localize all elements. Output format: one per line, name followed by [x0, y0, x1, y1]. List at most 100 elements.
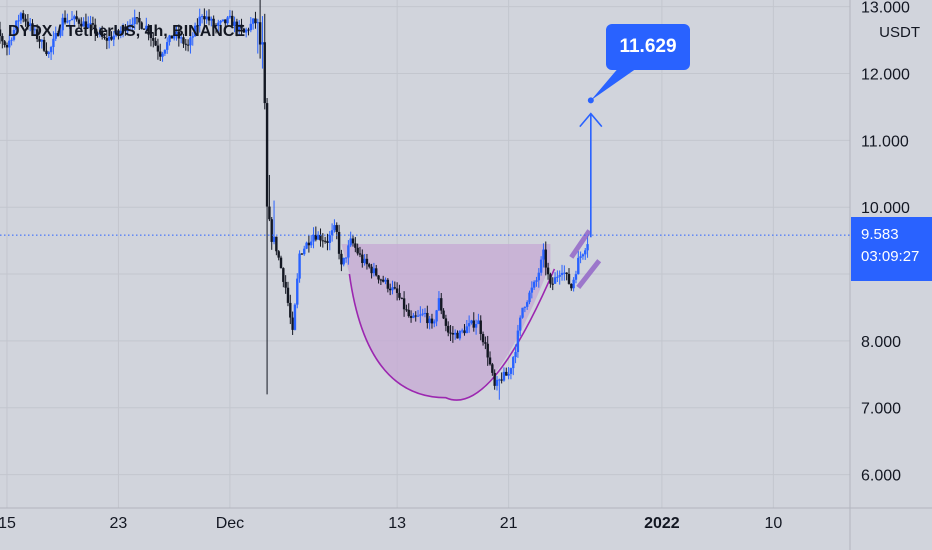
candle	[128, 19, 132, 31]
candle	[52, 31, 55, 55]
candle-body	[372, 268, 376, 274]
candle	[328, 231, 331, 251]
candle	[235, 18, 239, 37]
candle-body	[539, 259, 543, 273]
candle-body	[31, 23, 34, 30]
candle-body	[207, 16, 211, 21]
price-tick-label: 11.000	[861, 133, 909, 150]
candle-body	[161, 53, 164, 57]
candle	[186, 39, 190, 52]
target-price-callout[interactable]: 11.629	[606, 24, 690, 70]
candle-body	[347, 245, 350, 258]
candle-body	[493, 372, 496, 386]
candle-body	[537, 272, 540, 281]
candle-body	[486, 343, 489, 358]
candle-body	[186, 44, 190, 46]
time-tick-label: 2022	[644, 515, 680, 532]
price-tick-label: 12.000	[861, 67, 910, 84]
candle	[91, 16, 95, 29]
candle-body	[407, 309, 410, 317]
candle-body	[147, 25, 150, 35]
candle	[523, 306, 527, 313]
candle-body	[553, 277, 557, 284]
candle-body	[3, 41, 6, 46]
candle	[265, 97, 269, 395]
candle	[384, 277, 387, 285]
candle-body	[375, 268, 378, 276]
candle	[525, 300, 529, 310]
candle	[124, 24, 127, 36]
candle-body	[435, 310, 438, 322]
time-tick-label: 23	[110, 515, 128, 532]
candle-body	[84, 21, 88, 29]
candle	[100, 25, 104, 40]
candle	[54, 26, 57, 42]
candle	[193, 22, 197, 37]
candle-body	[12, 29, 16, 40]
candle-body	[235, 21, 239, 31]
candle-body	[49, 47, 53, 53]
time-axis-panel	[0, 508, 932, 550]
candle	[172, 33, 176, 41]
candle-body	[80, 23, 83, 27]
candle	[293, 303, 297, 331]
candle	[509, 367, 513, 380]
candle	[493, 369, 496, 390]
candle-body	[391, 287, 394, 291]
candle	[565, 272, 568, 281]
candle-body	[38, 39, 41, 42]
candle-body	[409, 316, 413, 318]
candle	[435, 309, 438, 327]
candle	[28, 17, 32, 32]
candle	[298, 250, 301, 283]
candle	[87, 16, 90, 29]
candle-body	[114, 30, 118, 36]
candle-body	[502, 371, 506, 381]
candle-body	[52, 38, 55, 48]
candle-body	[289, 302, 292, 318]
handle-channel-upper	[569, 229, 592, 259]
candle	[212, 15, 215, 27]
candle-body	[142, 28, 146, 30]
candle	[472, 312, 475, 332]
candle	[530, 281, 534, 299]
candle-body	[428, 318, 431, 324]
candle-body	[460, 330, 464, 332]
candle-body	[368, 264, 371, 267]
candle	[17, 14, 20, 29]
handle-channel-lower	[576, 259, 602, 289]
candle-body	[577, 257, 580, 275]
candle	[221, 19, 225, 23]
candle	[463, 324, 466, 336]
candle	[405, 304, 408, 312]
candle-body	[509, 368, 513, 374]
candle	[456, 330, 459, 339]
candle-body	[293, 304, 297, 330]
candle-body	[189, 37, 192, 46]
candle	[5, 42, 9, 56]
candle	[551, 277, 554, 291]
candle	[191, 32, 194, 46]
candle	[467, 315, 471, 333]
candle	[282, 267, 285, 288]
candle-body	[242, 28, 246, 33]
current-price-tag: 9.583 03:09:27	[851, 217, 932, 281]
candle-body	[98, 32, 102, 35]
candle-body	[402, 298, 406, 310]
candle-body	[10, 39, 13, 41]
candle-body	[472, 320, 475, 328]
candle	[458, 330, 462, 341]
candle	[386, 278, 390, 293]
candle	[444, 314, 448, 332]
candle-body	[307, 242, 311, 246]
candle-body	[363, 258, 366, 263]
candle-body	[381, 279, 385, 282]
candle-body	[330, 230, 334, 236]
candle-body	[379, 279, 383, 281]
candle-body	[549, 274, 552, 284]
candle	[59, 25, 62, 38]
candle	[42, 36, 46, 53]
candle	[198, 8, 201, 33]
candle	[521, 307, 524, 319]
